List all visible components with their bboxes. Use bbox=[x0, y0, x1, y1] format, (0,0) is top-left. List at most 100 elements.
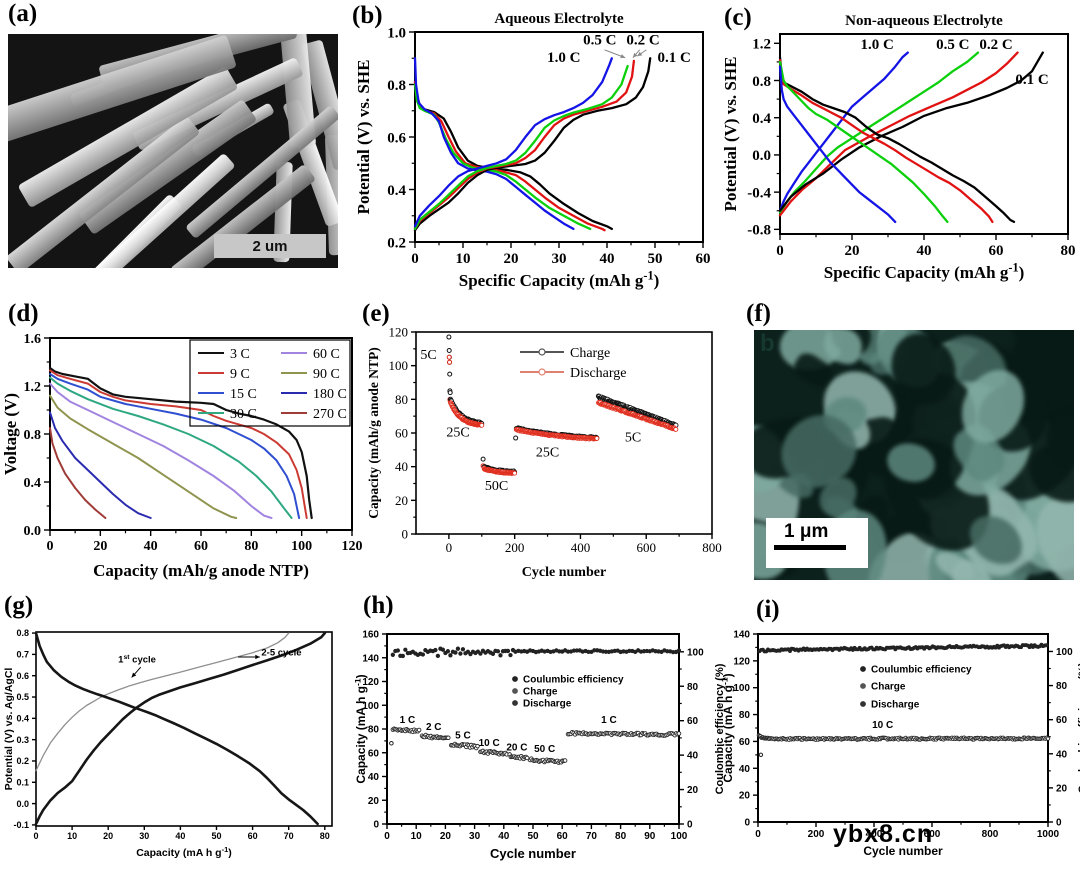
sem-f-corner-label: b bbox=[760, 330, 775, 357]
svg-text:1000: 1000 bbox=[1037, 829, 1060, 840]
svg-text:30: 30 bbox=[469, 831, 481, 842]
svg-text:0: 0 bbox=[776, 243, 784, 259]
svg-text:Coulumbic efficiency: Coulumbic efficiency bbox=[523, 675, 624, 686]
svg-text:0.4: 0.4 bbox=[387, 183, 406, 199]
svg-text:40: 40 bbox=[175, 831, 185, 841]
svg-text:60: 60 bbox=[739, 737, 751, 748]
scale-bar-a-label: 2 um bbox=[252, 237, 288, 255]
svg-text:0.3: 0.3 bbox=[16, 735, 29, 745]
panel-letter-g: (g) bbox=[4, 592, 34, 619]
svg-text:40: 40 bbox=[1056, 749, 1068, 760]
svg-text:-0.8: -0.8 bbox=[747, 223, 771, 239]
svg-text:10 C: 10 C bbox=[872, 720, 893, 731]
svg-text:1.6: 1.6 bbox=[24, 332, 42, 347]
chart-cycling: 0 200 400 600 800 0 20 40 60 80 100 120 Cycle number… bbox=[348, 296, 740, 592]
svg-text:800: 800 bbox=[982, 829, 999, 840]
svg-text:20: 20 bbox=[504, 251, 519, 267]
svg-text:0: 0 bbox=[33, 831, 38, 841]
svg-text:70: 70 bbox=[284, 831, 294, 841]
watermark: ybx8.cn bbox=[833, 820, 934, 848]
svg-text:1.2: 1.2 bbox=[752, 37, 771, 53]
svg-text:270 C: 270 C bbox=[313, 407, 347, 422]
svg-text:0.1: 0.1 bbox=[16, 777, 29, 787]
svg-text:30: 30 bbox=[139, 831, 149, 841]
svg-text:100: 100 bbox=[389, 358, 409, 373]
svg-text:0.5: 0.5 bbox=[16, 692, 29, 702]
svg-text:Charge: Charge bbox=[523, 687, 558, 698]
scale-bar-a: 2 um bbox=[214, 234, 326, 258]
scale-bar-f: 1 μm bbox=[766, 518, 868, 568]
panel-d: (d) 0 20 40 60 80 100 120 0.0 0.4 0.8 1.2 1.6 Capaci… bbox=[0, 296, 368, 592]
svg-text:50: 50 bbox=[211, 831, 221, 841]
svg-text:160: 160 bbox=[362, 630, 379, 641]
svg-text:20: 20 bbox=[687, 785, 699, 796]
svg-text:5C: 5C bbox=[625, 430, 641, 445]
svg-text:20: 20 bbox=[440, 831, 452, 842]
svg-text:200: 200 bbox=[808, 829, 825, 840]
svg-text:Charge: Charge bbox=[570, 346, 610, 361]
svg-text:100: 100 bbox=[671, 831, 688, 842]
svg-text:0.4: 0.4 bbox=[752, 111, 771, 127]
svg-text:0.2: 0.2 bbox=[16, 756, 29, 766]
svg-text:140: 140 bbox=[362, 653, 379, 664]
svg-text:0.0: 0.0 bbox=[24, 524, 42, 539]
chart-aqueous-electrolyte: Aqueous Electrolyte 0 10 20 30 40 50 60 0.2 0.4 0.… bbox=[340, 0, 718, 295]
svg-text:40: 40 bbox=[739, 764, 751, 775]
svg-text:20: 20 bbox=[739, 791, 751, 802]
svg-text:0: 0 bbox=[384, 831, 390, 842]
svg-text:80: 80 bbox=[1061, 243, 1076, 259]
svg-text:600: 600 bbox=[636, 540, 656, 555]
svg-text:0.8: 0.8 bbox=[387, 78, 406, 94]
svg-text:0.1 C: 0.1 C bbox=[1015, 72, 1048, 88]
svg-text:0.6: 0.6 bbox=[16, 671, 29, 681]
chart-first-cycles: 0 10 20 30 40 50 60 70 80 -0.1 0.0 0.1 0.2 0.3 0.4 0.5 0… bbox=[0, 592, 362, 872]
svg-text:60: 60 bbox=[989, 243, 1004, 259]
svg-text:120: 120 bbox=[389, 325, 409, 340]
svg-text:Coulumbic efficiency: Coulumbic efficiency bbox=[871, 665, 972, 676]
svg-text:80: 80 bbox=[244, 539, 258, 554]
svg-text:1.2: 1.2 bbox=[24, 380, 42, 395]
svg-text:60: 60 bbox=[194, 539, 208, 554]
svg-text:1.0 C: 1.0 C bbox=[861, 37, 894, 53]
svg-text:Capacity (mA h g-1): Capacity (mA h g-1) bbox=[136, 845, 232, 859]
svg-text:Specific Capacity (mAh g-1): Specific Capacity (mAh g-1) bbox=[824, 261, 1025, 282]
svg-text:Capacity (mA h g-1): Capacity (mA h g-1) bbox=[719, 673, 735, 782]
panel-letter-e: (e) bbox=[362, 300, 390, 327]
svg-text:Voltage (V): Voltage (V) bbox=[1, 393, 20, 475]
svg-text:1 C: 1 C bbox=[601, 715, 617, 726]
chart-long-cycling: 0 200 400 600 800 1000 0 20 40 60 80 100 120 140 0 20 40… bbox=[718, 592, 1080, 872]
svg-text:0.0: 0.0 bbox=[752, 148, 771, 164]
svg-text:Capacity (mAh/g anode NTP): Capacity (mAh/g anode NTP) bbox=[366, 347, 381, 518]
panel-b: (b) Aqueous Electrolyte 0 10 20 30 40 50 60 0.2 0… bbox=[340, 0, 718, 295]
svg-text:80: 80 bbox=[368, 725, 380, 736]
panel-e: (e) 0 200 400 600 800 0 20 40 60 80 100 120 Cycle nu… bbox=[348, 296, 740, 592]
svg-text:Capacity (mA h g-1): Capacity (mA h g-1) bbox=[355, 674, 368, 783]
svg-text:Coulombic efficiency (%): Coulombic efficiency (%) bbox=[1077, 662, 1080, 793]
svg-text:400: 400 bbox=[866, 829, 883, 840]
svg-text:10: 10 bbox=[67, 831, 77, 841]
svg-text:Cycle number: Cycle number bbox=[490, 846, 576, 861]
svg-text:0.4: 0.4 bbox=[24, 476, 42, 491]
svg-text:0: 0 bbox=[744, 818, 750, 829]
panel-letter-c: (c) bbox=[724, 4, 752, 31]
panel-i: (i) 0 200 400 600 800 1000 0 20 40 60 80 100 120 140 0… bbox=[718, 592, 1080, 872]
svg-text:20: 20 bbox=[845, 243, 860, 259]
svg-text:800: 800 bbox=[702, 540, 722, 555]
panel-letter-h: (h) bbox=[363, 592, 394, 619]
svg-text:5 C: 5 C bbox=[455, 731, 471, 742]
svg-text:Discharge: Discharge bbox=[570, 366, 627, 381]
svg-text:0.6: 0.6 bbox=[387, 130, 406, 146]
scale-bar-f-line bbox=[774, 545, 846, 550]
svg-text:Discharge: Discharge bbox=[523, 699, 572, 710]
svg-text:-0.4: -0.4 bbox=[747, 185, 771, 201]
svg-text:140: 140 bbox=[733, 630, 750, 641]
svg-text:0.8: 0.8 bbox=[752, 74, 771, 90]
svg-text:20: 20 bbox=[103, 831, 113, 841]
svg-text:100: 100 bbox=[291, 539, 312, 554]
svg-text:60: 60 bbox=[687, 716, 699, 727]
svg-text:20: 20 bbox=[368, 796, 380, 807]
svg-text:30: 30 bbox=[552, 251, 567, 267]
svg-text:40: 40 bbox=[144, 539, 158, 554]
svg-text:200: 200 bbox=[505, 540, 525, 555]
